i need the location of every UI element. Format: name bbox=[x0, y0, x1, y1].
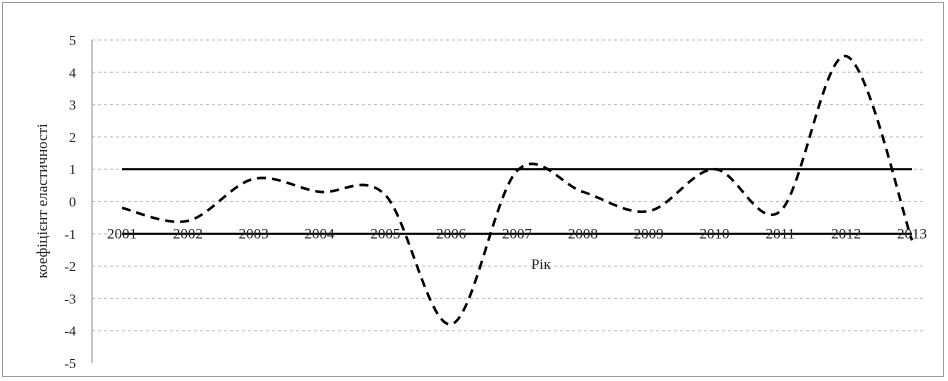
y-axis-title: коефіцієнт еластичності bbox=[35, 124, 51, 279]
x-tick-label: 2012 bbox=[831, 227, 861, 243]
x-axis-title: Рік bbox=[531, 257, 552, 273]
y-tick-label: 3 bbox=[69, 99, 76, 114]
chart-frame bbox=[2, 2, 944, 377]
gridlines bbox=[92, 39, 925, 332]
x-tick-label: 2002 bbox=[173, 227, 203, 243]
x-tick-label: 2008 bbox=[568, 227, 598, 243]
x-tick-label: 2010 bbox=[700, 227, 730, 243]
x-tick-label: 2011 bbox=[766, 227, 795, 243]
y-tick-label: 1 bbox=[69, 163, 76, 178]
series-line bbox=[121, 54, 914, 326]
y-tick-label: -4 bbox=[64, 325, 76, 340]
y-tick-label: 2 bbox=[69, 131, 76, 146]
x-tick-label: 2001 bbox=[107, 227, 137, 243]
x-tick-label: 2009 bbox=[634, 227, 664, 243]
x-tick-label: 2004 bbox=[305, 227, 336, 243]
y-tick-label: 4 bbox=[69, 66, 76, 81]
series-lines bbox=[121, 54, 914, 326]
y-tick-label: -3 bbox=[64, 292, 76, 307]
x-tick-label: 2013 bbox=[897, 227, 927, 243]
reference-lines bbox=[122, 168, 912, 235]
y-tick-label: -2 bbox=[64, 260, 76, 275]
y-tick-label: 0 bbox=[69, 196, 76, 211]
x-tick-labels: 2001 2002 2003 2004 2005 2006 2007 2008 2009 2010… bbox=[107, 227, 927, 243]
x-tick-label: 2005 bbox=[370, 227, 400, 243]
y-tick-label: -5 bbox=[64, 357, 76, 372]
y-tick-labels: 5 4 3 2 1 0 -1 -2 -3 -4 -5 bbox=[64, 34, 76, 372]
y-tick-label: 5 bbox=[69, 34, 76, 49]
x-tick-label: 2007 bbox=[502, 227, 533, 243]
x-tick-label: 2003 bbox=[239, 227, 269, 243]
y-tick-label: -1 bbox=[64, 228, 76, 243]
x-tick-label: 2006 bbox=[436, 227, 467, 243]
